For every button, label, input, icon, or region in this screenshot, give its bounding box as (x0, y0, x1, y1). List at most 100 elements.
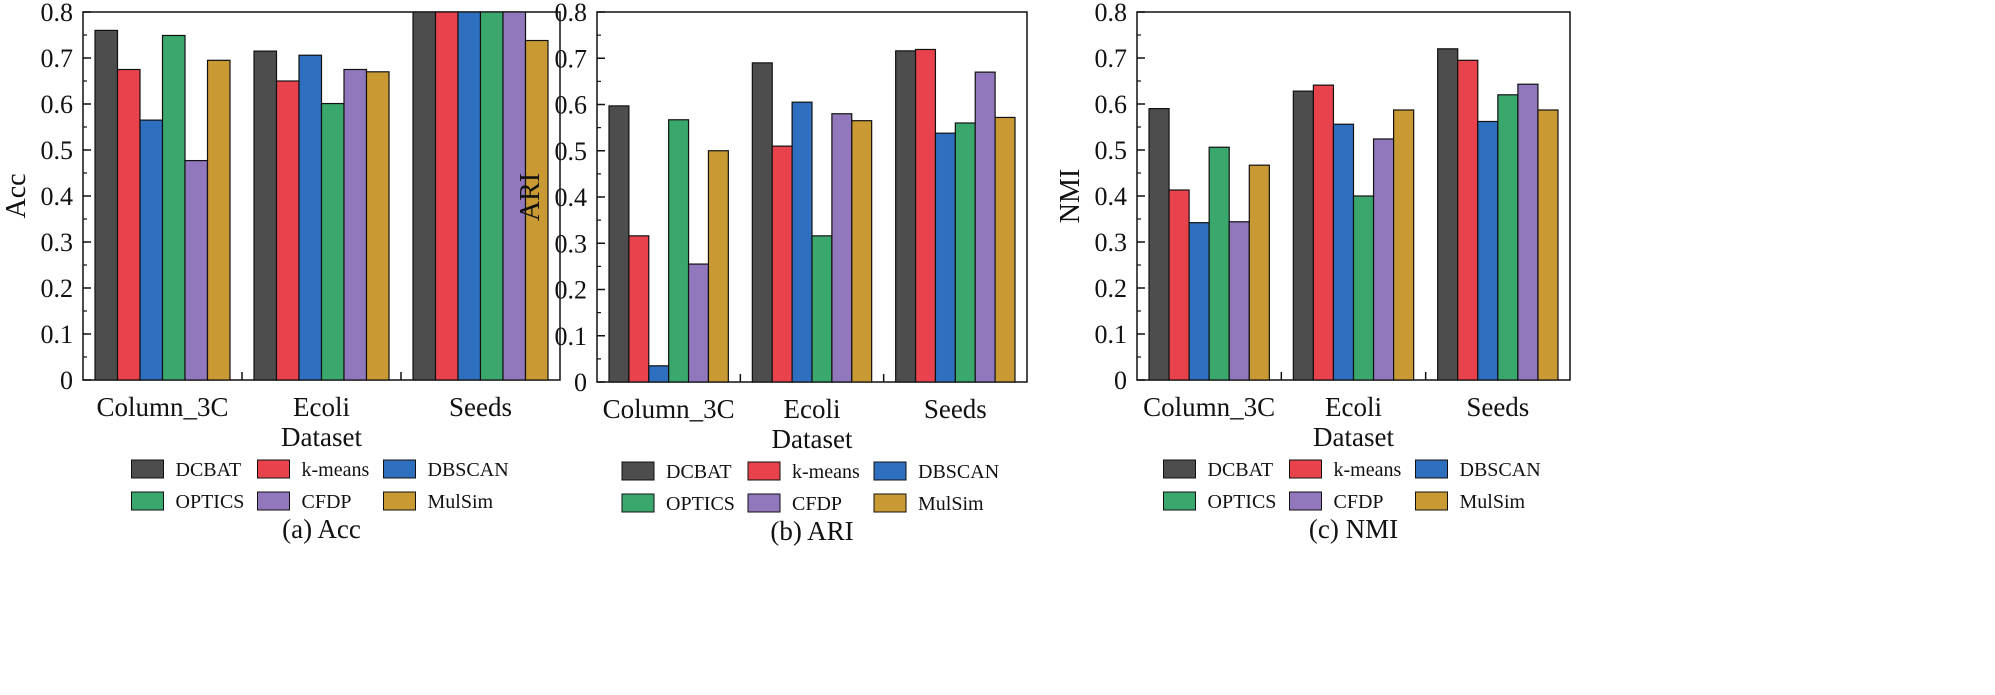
x-tick-label: Column_3C (603, 394, 735, 424)
bar-dbscan-ecoli (1332, 123, 1355, 381)
bar-cfdp-column3c (184, 159, 209, 381)
bar-dbscan-column3c (1188, 222, 1210, 381)
x-tick-label: Ecoli (293, 392, 350, 422)
y-tick-label: 0.5 (41, 136, 74, 165)
bar-dbscan-seeds (934, 132, 956, 383)
legend-swatch-kmeans (747, 461, 781, 481)
bar-kmeans-column3c (116, 68, 141, 381)
bar-optics-seeds (1497, 94, 1519, 381)
bar-optics-column3c (161, 34, 186, 381)
y-tick-label: 0.7 (555, 44, 588, 73)
bar-cfdp-ecoli (343, 68, 368, 381)
bar-dbscan-seeds (457, 11, 482, 381)
bar-dcbat-column3c (1148, 107, 1170, 381)
y-tick-label: 0.2 (555, 276, 588, 305)
bar-optics-ecoli (811, 235, 833, 383)
legend-swatch-dcbat (1163, 459, 1196, 479)
panel-caption: (b) ARI (770, 516, 853, 546)
legend-swatch-cfdp (747, 493, 781, 513)
bar-mulsim-column3c (707, 150, 729, 383)
legend-label: CFDP (792, 493, 842, 515)
legend-label: DCBAT (666, 461, 732, 483)
legend-swatch-dbscan (1415, 459, 1448, 479)
legend-swatch-mulsim (1415, 491, 1448, 511)
bar-dcbat-column3c (608, 105, 630, 383)
bar-mulsim-ecoli (1393, 109, 1415, 381)
bar-kmeans-seeds (914, 48, 937, 383)
y-tick-label: 0.5 (1095, 136, 1128, 165)
legend-swatch-kmeans (257, 459, 290, 479)
y-tick-label: 0 (1114, 366, 1127, 395)
legend-swatch-cfdp (1289, 491, 1322, 511)
bar-dbscan-seeds (1477, 120, 1499, 381)
legend-swatch-dbscan (873, 461, 907, 481)
x-tick-label: Column_3C (1143, 392, 1275, 422)
y-axis-label: NMI (1055, 169, 1086, 223)
y-tick-label: 0.8 (41, 0, 74, 27)
y-tick-label: 0.8 (1095, 0, 1128, 27)
bar-optics-ecoli (320, 102, 345, 381)
bar-dcbat-ecoli (1292, 90, 1314, 381)
x-tick-label: Ecoli (1325, 392, 1382, 422)
chart-panel-3: 0 0.1 0.2 0.3 0.4 0.5 0.6 0.7 0.8 NMI Column_3C Eco… (1055, 0, 1571, 544)
x-tick-label: Column_3C (96, 392, 228, 422)
bar-dcbat-ecoli (751, 62, 773, 383)
chart-panel-2: 0 0.1 0.2 0.3 0.4 0.5 0.6 0.7 0.8 ARI Column_3C Eco… (515, 0, 1028, 546)
bar-kmeans-column3c (1168, 189, 1190, 381)
bar-cfdp-ecoli (831, 113, 853, 383)
y-tick-label: 0.6 (555, 91, 588, 120)
legend-swatch-mulsim (383, 491, 416, 511)
bar-kmeans-column3c (628, 235, 650, 383)
bar-cfdp-ecoli (1372, 138, 1395, 381)
chart-panel-1: 0 0.1 0.2 0.3 0.4 0.5 0.6 0.7 0.8 Acc Column_3C Eco… (1, 0, 561, 544)
legend-label: OPTICS (176, 491, 245, 513)
y-tick-label: 0.1 (41, 320, 74, 349)
legend-label: CFDP (1334, 491, 1384, 513)
bar-optics-column3c (1208, 146, 1230, 381)
legend-swatch-mulsim (873, 493, 907, 513)
bar-dcbat-seeds (1437, 48, 1459, 381)
legend-label: k-means (302, 459, 370, 481)
legend-label: DCBAT (1208, 459, 1274, 481)
legend-label: CFDP (302, 491, 352, 513)
bar-dcbat-seeds (895, 50, 917, 383)
legend-label: k-means (1334, 459, 1402, 481)
bar-optics-ecoli (1352, 195, 1375, 381)
legend-swatch-dbscan (383, 459, 416, 479)
bar-dcbat-ecoli (253, 50, 278, 381)
bar-optics-seeds (479, 11, 504, 381)
bar-cfdp-column3c (1228, 221, 1250, 381)
legend-label: MulSim (1460, 491, 1526, 513)
legend-label: MulSim (918, 493, 984, 515)
y-tick-label: 0.1 (555, 322, 588, 351)
y-tick-label: 0.4 (1095, 182, 1128, 211)
y-tick-label: 0.6 (41, 90, 74, 119)
bar-mulsim-seeds (524, 39, 549, 381)
y-tick-label: 0.3 (41, 228, 74, 257)
bar-cfdp-column3c (687, 263, 710, 383)
y-tick-label: 0 (60, 366, 73, 395)
y-tick-label: 0.7 (41, 44, 74, 73)
legend-swatch-kmeans (1289, 459, 1322, 479)
bar-mulsim-seeds (994, 116, 1016, 383)
y-axis-label: ARI (515, 173, 546, 221)
legend-label: OPTICS (666, 493, 735, 515)
bar-dbscan-ecoli (298, 54, 323, 381)
bar-dcbat-column3c (94, 29, 119, 381)
legend-label: MulSim (428, 491, 494, 513)
x-axis-label: Dataset (772, 424, 853, 454)
legend-label: DCBAT (176, 459, 242, 481)
x-tick-label: Seeds (449, 392, 512, 422)
legend-label: OPTICS (1208, 491, 1277, 513)
x-axis-label: Dataset (1313, 422, 1394, 452)
y-tick-label: 0.4 (555, 183, 588, 212)
x-tick-label: Seeds (924, 394, 987, 424)
bar-dbscan-column3c (139, 119, 164, 381)
legend-swatch-optics (131, 491, 164, 511)
legend-label: DBSCAN (428, 459, 509, 481)
bar-mulsim-ecoli (365, 71, 390, 381)
legend-swatch-cfdp (257, 491, 290, 511)
bar-mulsim-column3c (1248, 164, 1270, 381)
